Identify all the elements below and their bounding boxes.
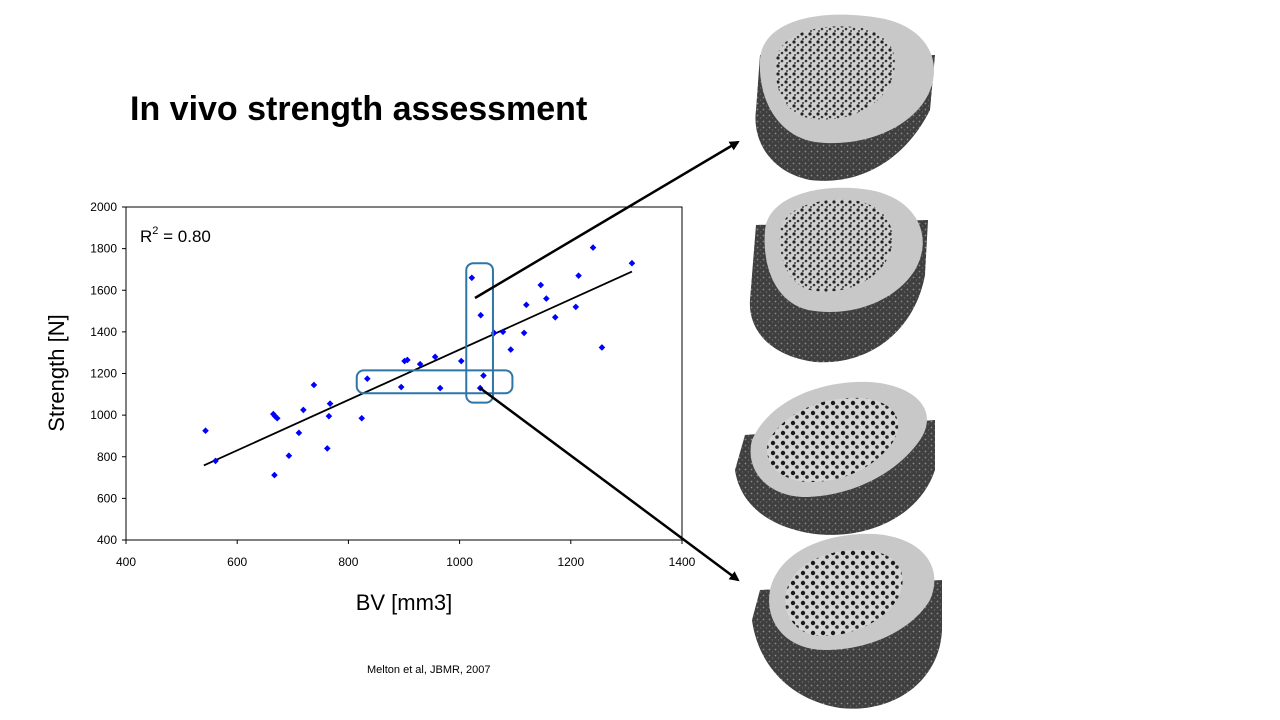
data-point xyxy=(520,329,528,337)
data-point xyxy=(397,383,405,391)
data-point xyxy=(270,410,277,418)
x-tick-label: 1000 xyxy=(446,555,473,569)
x-axis-title: BV [mm3] xyxy=(356,590,453,615)
bone-image-1 xyxy=(755,14,935,181)
data-point xyxy=(436,384,444,392)
data-point xyxy=(477,311,485,319)
data-point xyxy=(202,427,209,435)
data-point xyxy=(271,412,279,420)
data-point xyxy=(285,452,293,460)
y-tick-label: 1000 xyxy=(90,408,117,422)
bone-image-2 xyxy=(749,187,928,363)
data-point xyxy=(431,353,439,361)
data-point xyxy=(326,400,334,407)
data-point xyxy=(358,414,366,422)
data-point xyxy=(310,381,318,389)
plot-area-frame xyxy=(125,206,683,541)
data-point xyxy=(212,457,219,465)
data-point xyxy=(271,471,278,479)
y-tick-label: 1200 xyxy=(90,367,117,381)
lower-arrow xyxy=(479,386,740,582)
data-point xyxy=(589,244,597,251)
y-tick-label: 2000 xyxy=(90,200,117,214)
data-point xyxy=(499,328,507,336)
data-point xyxy=(507,346,515,353)
data-point xyxy=(572,303,580,311)
y-tick-label: 400 xyxy=(97,533,117,547)
r-squared-label: R2 = 0.80 xyxy=(140,225,211,246)
y-tick-label: 1800 xyxy=(90,242,117,256)
data-point xyxy=(598,344,606,351)
upper-arrow xyxy=(474,140,740,300)
data-point xyxy=(300,406,307,414)
data-point xyxy=(537,281,545,289)
data-point xyxy=(468,274,476,282)
data-point xyxy=(628,259,636,267)
slide-title: In vivo strength assessment xyxy=(130,90,588,128)
vertical-selection-box xyxy=(465,262,494,404)
data-point xyxy=(404,356,411,364)
y-axis-title: Strength [N] xyxy=(44,314,69,431)
data-point xyxy=(323,445,331,452)
chart-annotations: R2 = 0.80 BV [mm3] Strength [N] xyxy=(44,225,452,615)
data-point xyxy=(325,412,333,420)
data-point xyxy=(551,314,559,321)
data-point xyxy=(273,414,281,422)
data-point xyxy=(523,301,530,309)
bone-image-3 xyxy=(735,381,935,535)
horizontal-selection-box xyxy=(355,369,514,395)
y-tick-label: 1400 xyxy=(90,325,117,339)
data-point xyxy=(457,357,465,365)
data-point xyxy=(295,429,303,437)
scatter-plot: 400 600 800 1000 1200 1400 400 600 800 1000 1200 14… xyxy=(90,200,695,569)
y-tick-label: 600 xyxy=(97,491,117,505)
x-tick-label: 1400 xyxy=(669,555,696,569)
data-point xyxy=(401,357,408,365)
bone-image-4 xyxy=(752,533,942,709)
x-tick-label: 600 xyxy=(227,555,247,569)
trend-line xyxy=(203,270,633,467)
data-point xyxy=(575,272,582,279)
data-point xyxy=(543,295,550,302)
data-point xyxy=(416,360,424,368)
y-tick-label: 1600 xyxy=(90,283,117,297)
x-tick-label: 1200 xyxy=(557,555,584,569)
x-tick-label: 800 xyxy=(338,555,358,569)
x-tick-label: 400 xyxy=(116,555,136,569)
data-point xyxy=(480,372,487,379)
data-point xyxy=(364,375,371,383)
y-tick-label: 800 xyxy=(97,450,117,464)
citation: Melton et al, JBMR, 2007 xyxy=(367,664,491,676)
